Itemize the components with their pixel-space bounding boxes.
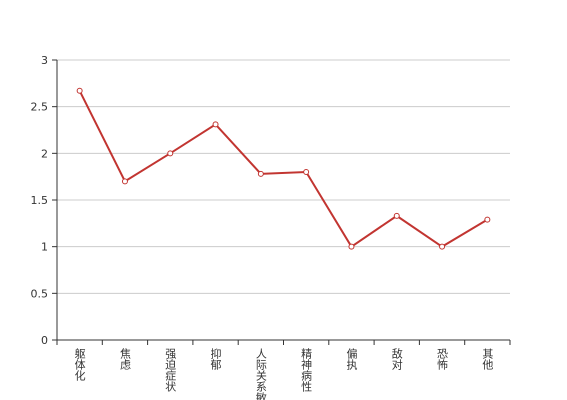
x-tick-label: 敌对 (390, 347, 403, 370)
point (212, 121, 219, 128)
point (167, 150, 174, 157)
x-tick-label: 焦虑 (118, 348, 131, 370)
y-tick-label: 2 (41, 147, 48, 160)
x-tick-label: 精神病性 (300, 348, 313, 393)
y-tick-label: 1.5 (31, 194, 49, 207)
x-tick-label: 人际关系敏感 (254, 348, 267, 400)
y-tick-label: 1 (41, 241, 48, 254)
x-tick-label: 抑郁 (209, 347, 222, 370)
y-tick-label: 2.5 (31, 101, 49, 114)
point (393, 212, 400, 219)
y-tick-label: 3 (41, 54, 48, 67)
x-tick-label: 躯体化 (73, 348, 86, 382)
point (76, 87, 83, 94)
point (257, 170, 264, 177)
y-tick-label: 0 (41, 334, 48, 347)
x-tick-label: 强迫症状 (164, 348, 177, 392)
line (78, 90, 488, 249)
point (348, 243, 355, 250)
x-tick-label: 恐怖 (436, 348, 449, 370)
x-tick-label: 其他 (481, 348, 494, 370)
y-tick-label: 0.5 (31, 287, 49, 300)
point (121, 178, 128, 185)
point (484, 216, 491, 223)
point (439, 243, 446, 250)
point (303, 169, 310, 175)
x-tick-label: 偏执 (345, 347, 358, 371)
